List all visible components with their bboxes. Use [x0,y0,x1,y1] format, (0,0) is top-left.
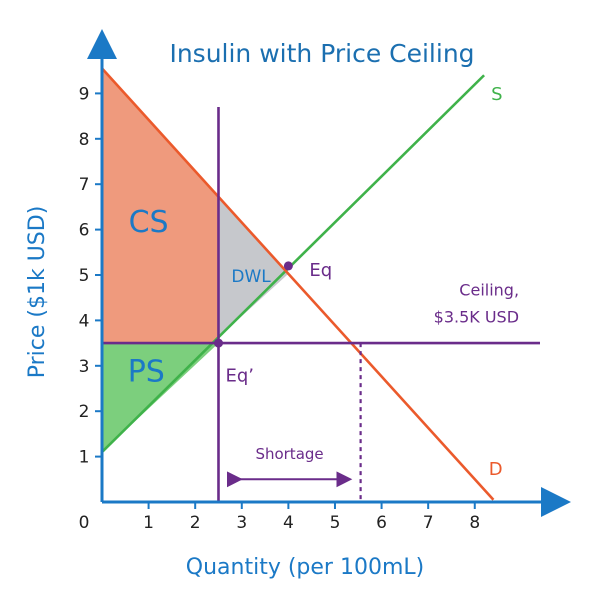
regions [102,68,289,453]
demand-label: D [489,459,503,480]
cs-label: CS [129,205,169,240]
constrained-point [213,338,223,348]
y-axis-label: Price ($1k USD) [25,206,50,379]
x-tick-label: 6 [376,513,387,533]
curves [101,67,540,502]
x-tick-label: 1 [143,513,154,533]
eq-prime-label: Eq’ [225,366,254,387]
y-tick-label: 5 [79,266,90,286]
x-tick-label: 5 [330,513,341,533]
ps-label: PS [128,355,165,390]
y-tick-label: 3 [79,357,90,377]
points [213,261,293,348]
origin-label: 0 [79,513,90,533]
axes [87,29,571,517]
equilibrium-point [283,261,293,271]
y-tick-label: 6 [79,221,90,241]
x-tick-label: 3 [236,513,247,533]
x-axis-label: Quantity (per 100mL) [186,555,424,580]
x-tick-label: 8 [469,513,480,533]
y-tick-label: 7 [79,175,90,195]
y-tick-label: 4 [79,311,90,331]
ceiling-label-line2: $3.5K USD [434,308,519,327]
x-tick-label: 7 [423,513,434,533]
demand-line [101,67,495,501]
ceiling-label-line1: Ceiling, [459,280,519,299]
dwl-label: DWL [231,267,271,287]
chart-title: Insulin with Price Ceiling [169,39,474,68]
y-tick-label: 9 [79,84,90,104]
supply-label: S [491,84,502,105]
x-tick-label: 2 [190,513,201,533]
supply-line [101,74,485,453]
y-tick-label: 8 [79,130,90,150]
y-tick-label: 1 [79,448,90,468]
y-tick-label: 2 [79,402,90,422]
ticks: 1 2 3 4 5 6 7 8 1 2 3 4 5 6 7 8 9 [79,84,481,533]
deadweight-loss-area [218,196,289,338]
x-tick-label: 4 [283,513,294,533]
shortage-label: Shortage [255,445,323,463]
consumer-surplus-area [102,68,219,344]
eq-label: Eq [309,260,332,281]
